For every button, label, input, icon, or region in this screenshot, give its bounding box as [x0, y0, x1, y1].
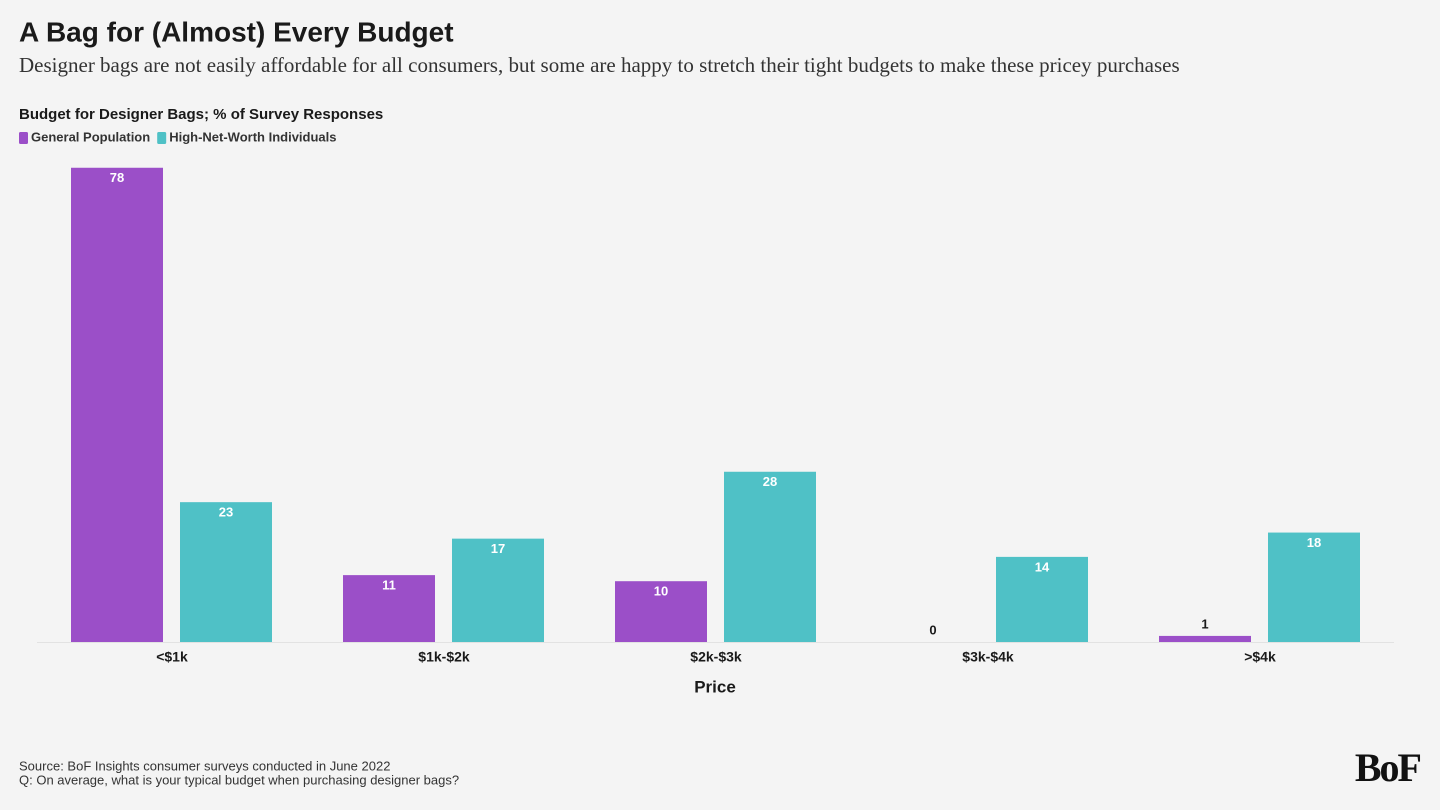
value-label: 11 — [382, 578, 396, 593]
bar — [343, 575, 435, 642]
bar — [1268, 532, 1360, 642]
x-tick-label: $1k-$2k — [418, 649, 470, 665]
x-tick-label: >$4k — [1244, 649, 1276, 665]
bar — [1159, 635, 1251, 642]
value-label: 78 — [110, 170, 124, 185]
legend-label: High-Net-Worth Individuals — [169, 129, 336, 144]
bar — [724, 471, 816, 642]
value-label: 18 — [1307, 535, 1321, 550]
value-label: 10 — [654, 584, 668, 599]
value-label: 1 — [1201, 616, 1208, 631]
value-label: 0 — [929, 622, 936, 637]
question: Q: On average, what is your typical budg… — [19, 772, 459, 787]
chart-label: Budget for Designer Bags; % of Survey Re… — [19, 106, 383, 123]
bar — [615, 581, 707, 642]
bar — [996, 556, 1088, 642]
bar — [71, 167, 163, 642]
value-label: 17 — [491, 541, 505, 556]
legend-label: General Population — [31, 129, 150, 144]
source: Source: BoF Insights consumer surveys co… — [19, 758, 390, 773]
legend-swatch — [19, 132, 28, 144]
bar — [180, 502, 272, 642]
bar — [452, 538, 544, 642]
x-axis-label: Price — [694, 677, 736, 696]
value-label: 23 — [219, 505, 233, 520]
chart-title: A Bag for (Almost) Every Budget — [19, 16, 454, 47]
value-label: 14 — [1035, 559, 1050, 574]
value-label: 28 — [763, 474, 777, 489]
legend-swatch — [157, 132, 167, 144]
x-tick-label: $2k-$3k — [690, 649, 742, 665]
x-tick-label: <$1k — [156, 649, 188, 665]
logo: BoF — [1355, 745, 1421, 790]
x-tick-label: $3k-$4k — [962, 649, 1014, 665]
chart-subtitle: Designer bags are not easily affordable … — [19, 53, 1180, 77]
